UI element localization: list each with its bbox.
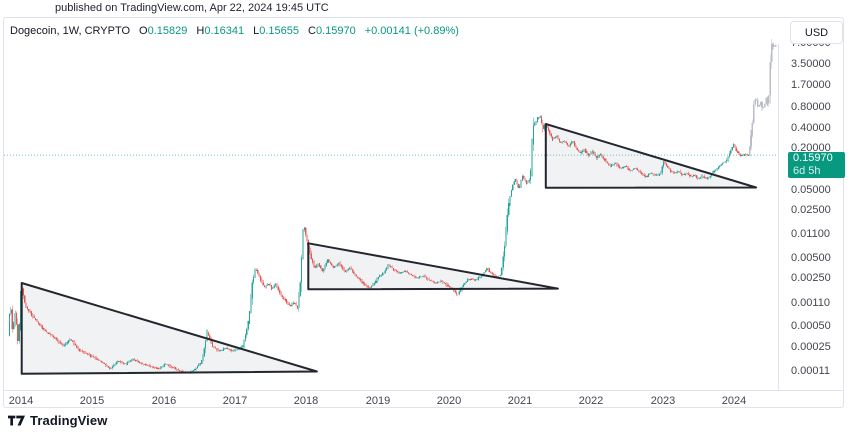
tradingview-logo-icon [8,415,25,425]
year-tick-label: 2021 [507,395,533,407]
descending-triangle-drawing-1[interactable] [20,282,318,375]
price-tick-label: 0.02500 [791,204,831,216]
year-tick-label: 2017 [222,395,248,407]
chart-widget: Dogecoin, 1W, CRYPTO O0.15829 H0.16341 L… [3,17,845,408]
year-tick-label: 2018 [293,395,319,407]
year-tick-label: 2023 [650,395,676,407]
symbol-title: Dogecoin, 1W, CRYPTO [10,25,131,37]
price-tick-label: 0.20000 [791,142,831,154]
candles-series [8,115,750,374]
year-tick-label: 2020 [436,395,462,407]
tradingview-wordmark: TradingView [30,413,108,428]
year-tick-label: 2019 [365,395,391,407]
ohlc-high: H0.16341 [196,25,245,37]
price-tick-label: 3.50000 [791,58,831,70]
price-tick-label: 0.05000 [791,184,831,196]
price-tick-label: 1.70000 [791,79,831,91]
last-price-badge: 0.15970 6d 5h [788,152,845,178]
price-tick-label: 0.01100 [791,228,830,240]
price-tick-label: 0.00110 [791,297,830,309]
price-tick-label: 0.00011 [791,365,830,377]
year-tick-label: 2024 [721,395,747,407]
last-price-value: 0.15970 [793,152,833,164]
currency-toggle-button[interactable]: USD [790,21,843,44]
price-tick-label: 0.00250 [791,272,831,284]
time-scale-separator [4,390,843,391]
year-tick-label: 2022 [578,395,604,407]
price-tick-label: 0.00050 [791,320,831,332]
projection-series [748,38,777,157]
bar-countdown: 6d 5h [793,165,821,177]
descending-triangle-drawing-2[interactable] [307,242,559,291]
time-scale[interactable]: 2014 2015 2016 2017 2018 2019 2020 2021 2022 2023… [4,392,779,408]
year-tick-label: 2016 [151,395,177,407]
price-tick-label: 0.80000 [791,101,831,113]
ohlc-low: L0.15655 [253,25,299,37]
price-scale[interactable]: 7.000003.500001.700000.800000.400000.200… [791,18,843,390]
price-chart[interactable] [4,18,779,390]
price-tick-label: 0.00500 [791,252,831,264]
descending-triangle-drawing-3[interactable] [544,123,758,189]
price-tick-label: 0.40000 [791,122,831,134]
symbol-legend: Dogecoin, 1W, CRYPTO O0.15829 H0.16341 L… [10,25,459,37]
year-tick-label: 2015 [79,395,105,407]
price-change: +0.00141 (+0.89%) [364,25,459,37]
ohlc-close: C0.15970 [307,25,356,37]
publish-attribution: published on TradingView.com, Apr 22, 20… [55,2,329,14]
ohlc-open: O0.15829 [139,25,188,37]
tradingview-attribution[interactable]: TradingView [8,413,107,428]
year-tick-label: 2014 [8,395,34,407]
price-scale-separator [778,44,779,390]
price-tick-label: 0.00025 [791,341,831,353]
